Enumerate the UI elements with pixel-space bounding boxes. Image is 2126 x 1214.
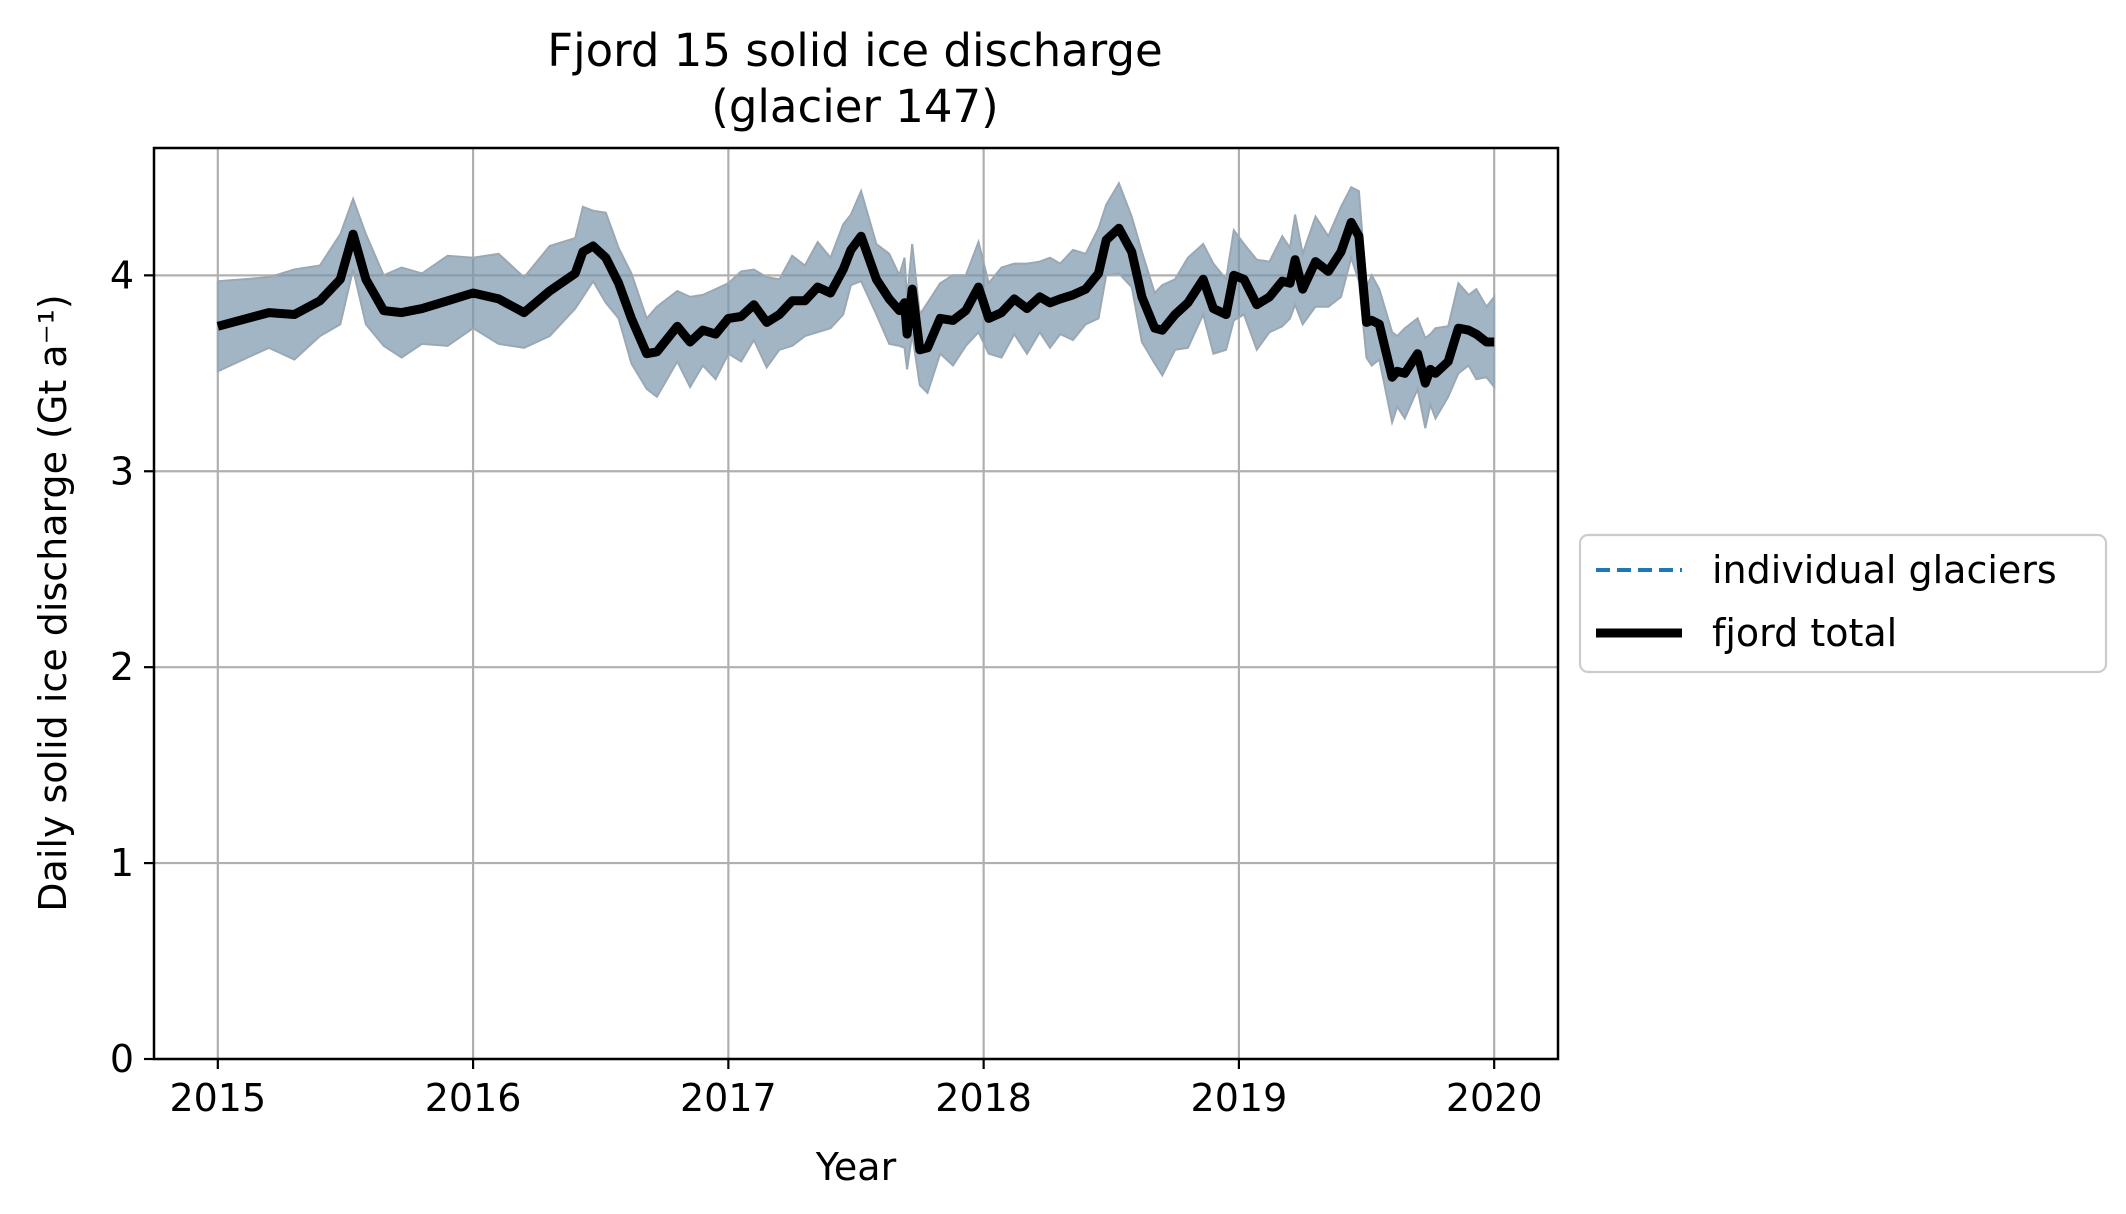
y-tick-label: 1 bbox=[110, 841, 134, 885]
x-tick-label: 2015 bbox=[169, 1076, 266, 1120]
y-axis-ticks: 0 1 2 3 4 bbox=[110, 253, 154, 1081]
legend-box bbox=[1578, 533, 2108, 674]
y-tick-label: 4 bbox=[110, 253, 134, 297]
series-lines bbox=[216, 217, 1495, 388]
x-axis-ticks: 2015 2016 2017 2018 2019 2020 bbox=[169, 1059, 1543, 1120]
y-axis-label: Daily solid ice discharge (Gt a⁻¹) bbox=[31, 294, 75, 911]
x-tick-label: 2017 bbox=[680, 1076, 777, 1120]
y-tick-label: 2 bbox=[110, 645, 134, 689]
plot-frame bbox=[152, 146, 1560, 1061]
fjord-total-line bbox=[216, 217, 1495, 388]
uncertainty-band-area bbox=[216, 181, 1496, 429]
chart-subtitle: (glacier 147) bbox=[711, 80, 998, 133]
y-tick-label: 3 bbox=[110, 449, 134, 493]
chart-title: Fjord 15 solid ice discharge bbox=[547, 24, 1162, 77]
legend: individual glaciers fjord total bbox=[1578, 533, 2108, 674]
x-axis-label: Year bbox=[815, 1145, 897, 1189]
uncertainty-band bbox=[216, 181, 1496, 429]
legend-label-fjord-total: fjord total bbox=[1712, 611, 1897, 655]
y-tick-label: 0 bbox=[110, 1037, 134, 1081]
legend-label-individual-glaciers: individual glaciers bbox=[1712, 548, 2057, 592]
x-tick-label: 2018 bbox=[935, 1076, 1032, 1120]
x-tick-label: 2016 bbox=[425, 1076, 522, 1120]
x-tick-label: 2020 bbox=[1446, 1076, 1543, 1120]
x-tick-label: 2019 bbox=[1191, 1076, 1288, 1120]
